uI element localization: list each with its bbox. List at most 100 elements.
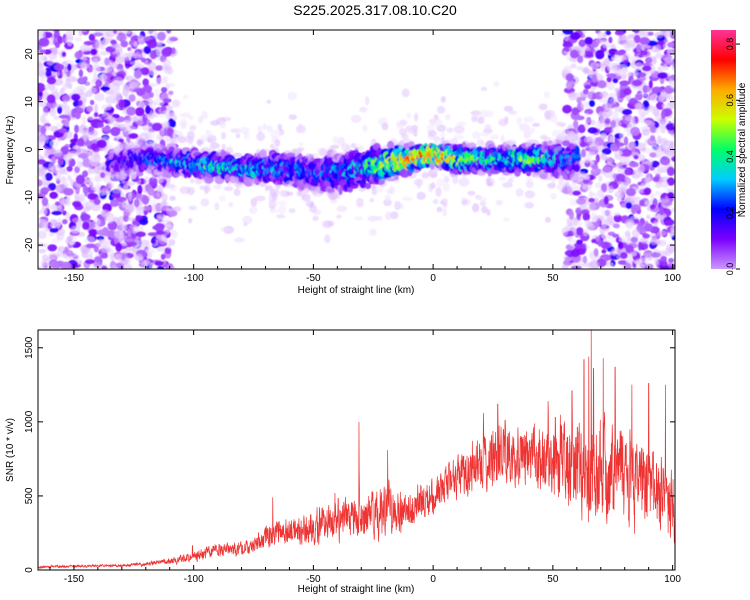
heatmap-cell bbox=[155, 185, 164, 193]
heatmap-cell bbox=[110, 199, 120, 207]
heatmap-cell bbox=[480, 86, 488, 92]
heatmap-cell bbox=[76, 77, 87, 84]
heatmap-cell bbox=[669, 231, 675, 238]
heatmap-cell bbox=[661, 103, 669, 109]
heatmap-cell bbox=[590, 86, 596, 94]
heatmap-cell bbox=[442, 208, 448, 217]
heatmap-cell bbox=[640, 182, 647, 190]
heatmap-cell bbox=[645, 95, 652, 101]
heatmap-cell bbox=[74, 51, 83, 59]
heatmap-cell bbox=[591, 164, 599, 170]
heatmap-cell bbox=[223, 186, 234, 192]
heatmap-cell bbox=[561, 263, 569, 269]
heatmap-cell bbox=[421, 172, 430, 179]
heatmap-cell bbox=[188, 218, 193, 224]
heatmap-cell bbox=[369, 228, 377, 236]
heatmap-cell bbox=[634, 93, 643, 100]
heatmap-cell bbox=[298, 142, 304, 147]
heatmap-cell bbox=[587, 127, 599, 134]
heatmap-cell bbox=[155, 230, 165, 235]
heatmap-cell bbox=[467, 190, 476, 196]
heatmap-cell bbox=[538, 103, 548, 111]
heatmap-cell bbox=[606, 76, 612, 83]
heatmap-cell bbox=[595, 153, 600, 163]
heatmap-cell bbox=[270, 208, 280, 214]
heatmap-cell bbox=[590, 119, 596, 126]
heatmap-cell bbox=[647, 105, 654, 113]
heatmap-cell bbox=[164, 247, 172, 255]
heatmap-cell bbox=[74, 37, 83, 42]
heatmap-cell bbox=[160, 87, 168, 93]
heatmap-cell bbox=[498, 176, 507, 182]
heatmap-cell bbox=[659, 264, 669, 269]
heatmap-cell bbox=[128, 133, 139, 139]
heatmap-cell bbox=[605, 261, 614, 268]
heatmap-cell bbox=[105, 67, 113, 72]
heatmap-cell bbox=[590, 81, 599, 87]
heatmap-cell bbox=[580, 102, 590, 109]
heatmap-cell bbox=[94, 256, 102, 263]
heatmap-cell bbox=[503, 105, 514, 112]
heatmap-cell bbox=[660, 181, 669, 188]
heatmap-cell bbox=[38, 265, 44, 269]
heatmap-cell bbox=[157, 31, 166, 41]
heatmap-cell bbox=[204, 185, 211, 193]
heatmap-cell bbox=[640, 147, 647, 152]
heatmap-cell bbox=[623, 136, 629, 146]
heatmap-cell bbox=[90, 143, 98, 151]
heatmap-cell bbox=[610, 120, 617, 129]
heatmap-cell bbox=[571, 190, 581, 196]
heatmap-cell bbox=[644, 223, 653, 232]
heatmap-cell bbox=[295, 124, 306, 134]
heatmap-cell bbox=[57, 105, 63, 114]
heatmap-cell bbox=[635, 258, 641, 265]
heatmap-cell bbox=[79, 44, 91, 52]
heatmap-cell bbox=[593, 248, 599, 257]
heatmap-cell bbox=[470, 110, 482, 116]
heatmap-cell bbox=[153, 88, 161, 98]
heatmap-cell bbox=[359, 106, 368, 113]
heatmap-cell bbox=[562, 30, 574, 35]
heatmap-cell bbox=[659, 121, 668, 131]
heatmap-cell bbox=[502, 182, 513, 188]
heatmap-cell bbox=[145, 105, 151, 115]
heatmap-cell bbox=[592, 192, 598, 197]
heatmap-cell bbox=[610, 248, 619, 256]
heatmap-cell bbox=[672, 117, 675, 128]
heatmap-cell bbox=[378, 178, 388, 188]
heatmap-cell bbox=[608, 97, 617, 105]
heatmap-cell bbox=[179, 186, 191, 195]
heatmap-cell bbox=[65, 176, 70, 182]
heatmap-cell bbox=[182, 94, 188, 100]
heatmap-cell bbox=[654, 44, 662, 53]
heatmap-cell bbox=[67, 234, 74, 242]
heatmap-cell bbox=[38, 37, 50, 47]
heatmap-cell bbox=[476, 139, 484, 147]
heatmap-cell bbox=[401, 88, 410, 98]
heatmap-cell bbox=[153, 112, 159, 118]
heatmap-cell bbox=[169, 195, 176, 201]
heatmap-cell bbox=[636, 264, 646, 269]
heatmap-cell bbox=[78, 69, 84, 78]
heatmap-cell bbox=[634, 102, 643, 110]
heatmap-cell bbox=[154, 260, 164, 266]
heatmap-cell bbox=[591, 238, 597, 244]
heatmap-cell bbox=[614, 190, 625, 198]
heatmap-cell bbox=[124, 238, 135, 243]
heatmap-cell bbox=[643, 243, 649, 250]
heatmap-cell bbox=[116, 34, 127, 42]
heatmap-cell bbox=[147, 187, 155, 196]
heatmap-cell bbox=[481, 206, 488, 214]
heatmap-cell bbox=[80, 213, 91, 221]
heatmap-cell bbox=[150, 238, 156, 245]
heatmap-cell bbox=[137, 34, 144, 43]
heatmap-cell bbox=[122, 30, 128, 35]
heatmap-cell bbox=[367, 215, 379, 222]
heatmap-cell bbox=[617, 180, 625, 186]
heatmap-cell bbox=[642, 65, 652, 72]
heatmap-cell bbox=[650, 140, 659, 147]
heatmap-cell bbox=[630, 236, 638, 243]
heatmap-cell bbox=[387, 140, 395, 150]
heatmap-cell bbox=[172, 134, 179, 145]
heatmap-cell bbox=[131, 226, 140, 234]
